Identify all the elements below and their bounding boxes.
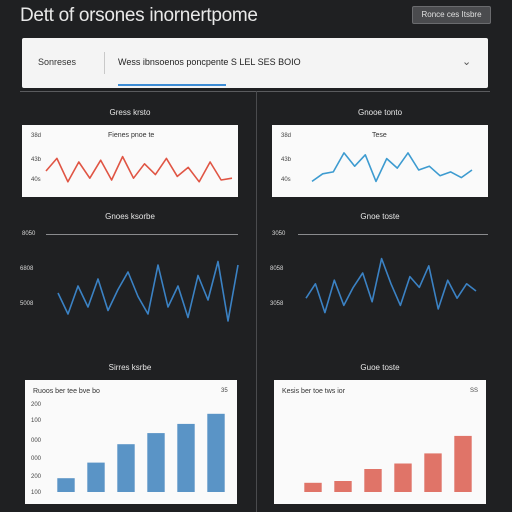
axis-line [298, 234, 488, 235]
filter-search-text[interactable]: Wess ibnsoenos poncpente S LEL SES BOIO [118, 57, 301, 67]
bar [87, 462, 105, 492]
y-axis-label: 40s [281, 177, 291, 183]
y-axis-label: 43b [281, 157, 292, 163]
y-axis-label: 000 [31, 456, 42, 462]
panel-title: Gnoes ksorbe [105, 212, 155, 221]
y-axis-label: 100 [31, 418, 42, 424]
chart-title: Ruoos ber tee bve bo [33, 388, 100, 395]
y-axis-label: 100 [31, 490, 42, 496]
y-axis-label: 38d [31, 133, 42, 139]
y-axis-label: 3058 [270, 301, 284, 307]
line-chart [305, 257, 477, 314]
series-line [311, 152, 473, 183]
y-axis-label: 43b [31, 157, 42, 163]
header-divider [20, 91, 490, 92]
y-axis-label: 3050 [272, 231, 286, 237]
bar [454, 435, 472, 492]
y-axis-label: 6808 [20, 266, 34, 272]
bar [304, 482, 322, 492]
corner-label: SS [470, 388, 479, 394]
bar [207, 413, 225, 492]
chart-card: Kesis ber toe tws ior SS [274, 380, 486, 504]
column-divider [256, 91, 257, 512]
chevron-down-icon[interactable]: ⌄ [462, 56, 472, 68]
bar-chart [57, 413, 225, 492]
line-chart [45, 155, 233, 183]
series-line [45, 155, 233, 183]
bar [364, 469, 382, 492]
active-underline [118, 84, 226, 86]
series-line [57, 260, 239, 322]
chart-title: Tese [372, 132, 387, 139]
y-axis-label: 8058 [270, 266, 284, 272]
bar [424, 453, 442, 492]
bar [117, 444, 135, 492]
chart-card: Fienes pnoe te 38d 43b 40s [22, 125, 238, 197]
y-axis-label: 200 [31, 474, 42, 480]
filter-separator [104, 52, 105, 74]
filter-bar: Sonreses Wess ibnsoenos poncpente S LEL … [22, 38, 488, 88]
line-chart [57, 260, 239, 322]
bar [147, 433, 165, 492]
panel-title: Gnooe tonto [357, 108, 403, 117]
app-title: Dett of orsones inornertpome [20, 5, 258, 26]
y-axis-label: 38d [281, 133, 292, 139]
chart-card: Tese 38d 43b 40s [272, 125, 488, 197]
series-line [305, 257, 477, 314]
line-chart [311, 152, 473, 183]
corner-label: 35 [221, 388, 228, 394]
y-axis-label: 40s [31, 177, 41, 183]
bar [177, 423, 195, 492]
axis-line [46, 234, 238, 235]
y-axis-label: 8050 [22, 231, 36, 237]
panel-title: Guoe toste [360, 363, 400, 372]
toolbar-button[interactable]: Ronce ces Itsbre [412, 6, 491, 24]
bar [57, 478, 75, 492]
bar [334, 481, 352, 492]
panel-title: Gress krsto [109, 108, 151, 117]
bar-chart [304, 435, 472, 492]
y-axis-label: 200 [31, 402, 42, 408]
y-axis-label: 000 [31, 438, 42, 444]
chart-title: Kesis ber toe tws ior [282, 388, 346, 395]
chart-title: Fienes pnoe te [108, 132, 155, 139]
filter-dropdown[interactable]: Sonreses [38, 57, 77, 67]
y-axis-label: 5008 [20, 301, 34, 307]
bar [394, 463, 412, 492]
chart-card: Ruoos ber tee bve bo 35 200 100 000 000 … [25, 380, 237, 504]
panel-title: Gnoe toste [360, 212, 400, 221]
panel-title: Sirres ksrbe [108, 363, 152, 372]
